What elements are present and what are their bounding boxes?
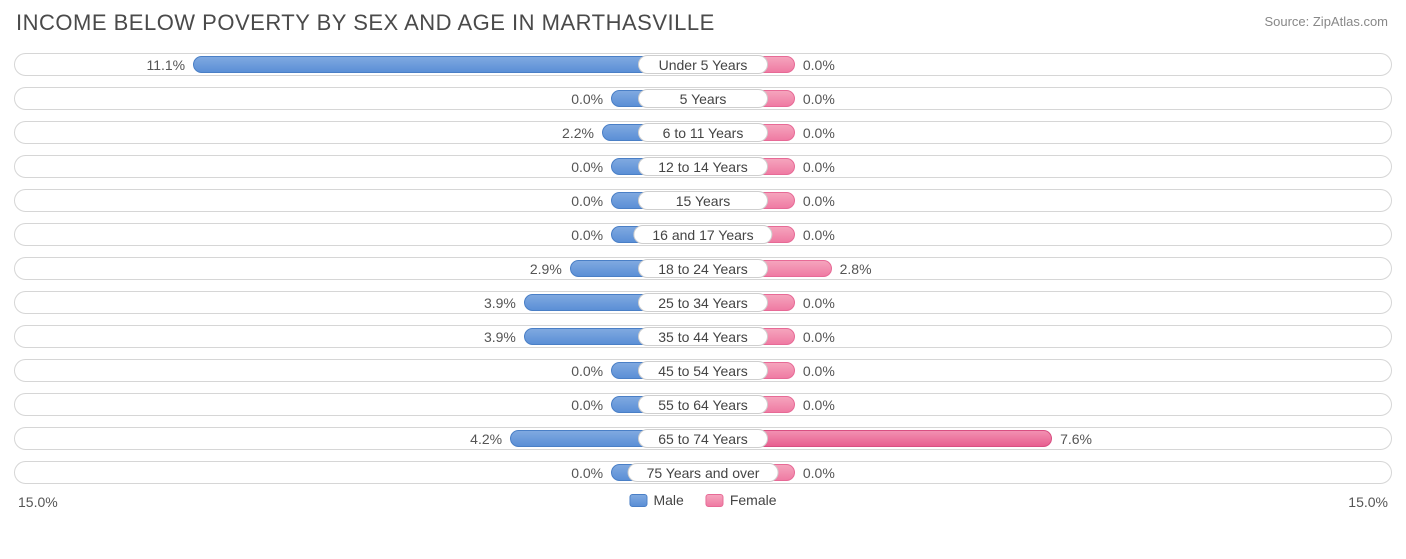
male-value-label: 0.0% xyxy=(571,390,603,419)
male-half: 0.0% xyxy=(14,186,703,215)
chart-row: 0.0% 0.0% 5 Years xyxy=(14,84,1392,113)
category-pill: 18 to 24 Years xyxy=(638,259,768,278)
category-pill: 12 to 14 Years xyxy=(638,157,768,176)
male-bar xyxy=(193,56,703,73)
female-value-label: 7.6% xyxy=(1060,424,1092,453)
female-half: 0.0% xyxy=(703,152,1392,181)
female-value-label: 0.0% xyxy=(803,220,835,249)
male-value-label: 3.9% xyxy=(484,288,516,317)
female-value-label: 0.0% xyxy=(803,322,835,351)
legend-male-label: Male xyxy=(653,492,683,508)
axis-right-label: 15.0% xyxy=(1348,494,1388,510)
female-half: 0.0% xyxy=(703,220,1392,249)
female-value-label: 0.0% xyxy=(803,288,835,317)
female-half: 0.0% xyxy=(703,186,1392,215)
female-half: 2.8% xyxy=(703,254,1392,283)
male-half: 3.9% xyxy=(14,322,703,351)
female-half: 0.0% xyxy=(703,118,1392,147)
female-half: 0.0% xyxy=(703,390,1392,419)
category-pill: 65 to 74 Years xyxy=(638,429,768,448)
female-value-label: 0.0% xyxy=(803,356,835,385)
chart-source: Source: ZipAtlas.com xyxy=(1264,10,1388,29)
chart-header: INCOME BELOW POVERTY BY SEX AND AGE IN M… xyxy=(0,0,1406,42)
category-pill: 45 to 54 Years xyxy=(638,361,768,380)
category-pill: 5 Years xyxy=(638,89,768,108)
male-half: 0.0% xyxy=(14,84,703,113)
chart-row: 0.0% 0.0% 12 to 14 Years xyxy=(14,152,1392,181)
male-value-label: 0.0% xyxy=(571,356,603,385)
male-half: 2.2% xyxy=(14,118,703,147)
chart-row: 2.9% 2.8% 18 to 24 Years xyxy=(14,254,1392,283)
female-value-label: 0.0% xyxy=(803,458,835,487)
male-value-label: 0.0% xyxy=(571,186,603,215)
female-value-label: 2.8% xyxy=(840,254,872,283)
chart-body: 11.1% 0.0% Under 5 Years 0.0% 0.0% 5 Years 2.2… xyxy=(0,42,1406,487)
chart-row: 0.0% 0.0% 16 and 17 Years xyxy=(14,220,1392,249)
male-value-label: 0.0% xyxy=(571,458,603,487)
male-swatch-icon xyxy=(629,494,647,507)
male-half: 0.0% xyxy=(14,220,703,249)
female-value-label: 0.0% xyxy=(803,84,835,113)
chart-title: INCOME BELOW POVERTY BY SEX AND AGE IN M… xyxy=(16,10,715,36)
chart-row: 0.0% 0.0% 15 Years xyxy=(14,186,1392,215)
female-value-label: 0.0% xyxy=(803,50,835,79)
female-half: 0.0% xyxy=(703,50,1392,79)
male-value-label: 0.0% xyxy=(571,84,603,113)
axis-left-label: 15.0% xyxy=(18,494,58,510)
female-half: 0.0% xyxy=(703,288,1392,317)
category-pill: 16 and 17 Years xyxy=(633,225,772,244)
male-half: 0.0% xyxy=(14,390,703,419)
male-half: 4.2% xyxy=(14,424,703,453)
male-half: 0.0% xyxy=(14,458,703,487)
male-value-label: 11.1% xyxy=(146,50,185,79)
female-value-label: 0.0% xyxy=(803,118,835,147)
category-pill: 55 to 64 Years xyxy=(638,395,768,414)
female-value-label: 0.0% xyxy=(803,186,835,215)
chart-row: 2.2% 0.0% 6 to 11 Years xyxy=(14,118,1392,147)
female-half: 0.0% xyxy=(703,356,1392,385)
chart-row: 3.9% 0.0% 25 to 34 Years xyxy=(14,288,1392,317)
female-half: 0.0% xyxy=(703,322,1392,351)
male-value-label: 2.9% xyxy=(530,254,562,283)
chart-row: 4.2% 7.6% 65 to 74 Years xyxy=(14,424,1392,453)
male-half: 0.0% xyxy=(14,152,703,181)
category-pill: Under 5 Years xyxy=(638,55,768,74)
legend-female: Female xyxy=(706,492,777,508)
legend-female-label: Female xyxy=(730,492,777,508)
female-half: 0.0% xyxy=(703,84,1392,113)
male-half: 11.1% xyxy=(14,50,703,79)
male-half: 3.9% xyxy=(14,288,703,317)
legend-male: Male xyxy=(629,492,683,508)
female-value-label: 0.0% xyxy=(803,152,835,181)
chart-legend: Male Female xyxy=(629,492,776,508)
male-value-label: 3.9% xyxy=(484,322,516,351)
chart-row: 0.0% 0.0% 75 Years and over xyxy=(14,458,1392,487)
female-swatch-icon xyxy=(706,494,724,507)
male-half: 2.9% xyxy=(14,254,703,283)
chart-row: 11.1% 0.0% Under 5 Years xyxy=(14,50,1392,79)
category-pill: 6 to 11 Years xyxy=(638,123,768,142)
category-pill: 15 Years xyxy=(638,191,768,210)
female-half: 7.6% xyxy=(703,424,1392,453)
female-value-label: 0.0% xyxy=(803,390,835,419)
chart-axis: 15.0% 15.0% Male Female xyxy=(0,492,1406,516)
chart-row: 0.0% 0.0% 55 to 64 Years xyxy=(14,390,1392,419)
male-value-label: 4.2% xyxy=(470,424,502,453)
male-value-label: 0.0% xyxy=(571,220,603,249)
chart-row: 0.0% 0.0% 45 to 54 Years xyxy=(14,356,1392,385)
category-pill: 35 to 44 Years xyxy=(638,327,768,346)
category-pill: 75 Years and over xyxy=(628,463,779,482)
chart-row: 3.9% 0.0% 35 to 44 Years xyxy=(14,322,1392,351)
female-half: 0.0% xyxy=(703,458,1392,487)
male-value-label: 0.0% xyxy=(571,152,603,181)
category-pill: 25 to 34 Years xyxy=(638,293,768,312)
male-value-label: 2.2% xyxy=(562,118,594,147)
male-half: 0.0% xyxy=(14,356,703,385)
